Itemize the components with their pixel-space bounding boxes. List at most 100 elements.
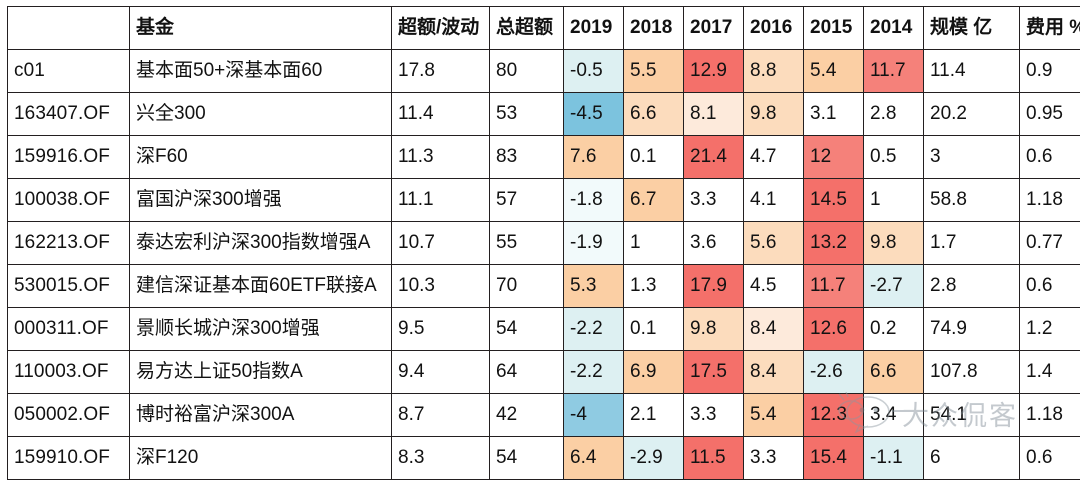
cell-fund-code[interactable]: 050002.OF bbox=[8, 394, 130, 437]
cell-year-2015[interactable]: 5.4 bbox=[804, 50, 864, 93]
cell-excess-volatility[interactable]: 9.4 bbox=[392, 351, 490, 394]
cell-scale[interactable]: 74.9 bbox=[924, 308, 1020, 351]
cell-total-excess[interactable]: 57 bbox=[490, 179, 564, 222]
cell-fund-code[interactable]: 000311.OF bbox=[8, 308, 130, 351]
cell-excess-volatility[interactable]: 10.7 bbox=[392, 222, 490, 265]
cell-year-2019[interactable]: -4.5 bbox=[564, 93, 624, 136]
cell-year-2016[interactable]: 8.4 bbox=[744, 308, 804, 351]
cell-year-2018[interactable]: 0.1 bbox=[624, 136, 684, 179]
cell-fund-code[interactable]: 530015.OF bbox=[8, 265, 130, 308]
cell-excess-volatility[interactable]: 11.1 bbox=[392, 179, 490, 222]
cell-year-2016[interactable]: 8.4 bbox=[744, 351, 804, 394]
cell-total-excess[interactable]: 42 bbox=[490, 394, 564, 437]
cell-year-2014[interactable]: 1 bbox=[864, 179, 924, 222]
cell-year-2016[interactable]: 5.4 bbox=[744, 394, 804, 437]
column-header-y2015[interactable]: 2015 bbox=[804, 7, 864, 50]
cell-year-2019[interactable]: -1.8 bbox=[564, 179, 624, 222]
cell-fund-name[interactable]: 易方达上证50指数A bbox=[130, 351, 392, 394]
cell-fee[interactable]: 0.95 bbox=[1020, 93, 1080, 136]
cell-year-2017[interactable]: 8.1 bbox=[684, 93, 744, 136]
cell-excess-volatility[interactable]: 8.3 bbox=[392, 437, 490, 480]
cell-year-2016[interactable]: 8.8 bbox=[744, 50, 804, 93]
cell-year-2014[interactable]: 2.8 bbox=[864, 93, 924, 136]
cell-year-2019[interactable]: -0.5 bbox=[564, 50, 624, 93]
cell-fee[interactable]: 1.18 bbox=[1020, 179, 1080, 222]
cell-year-2018[interactable]: 1 bbox=[624, 222, 684, 265]
cell-year-2017[interactable]: 12.9 bbox=[684, 50, 744, 93]
cell-year-2014[interactable]: 6.6 bbox=[864, 351, 924, 394]
cell-scale[interactable]: 3 bbox=[924, 136, 1020, 179]
cell-year-2017[interactable]: 11.5 bbox=[684, 437, 744, 480]
cell-year-2018[interactable]: 6.7 bbox=[624, 179, 684, 222]
cell-fee[interactable]: 1.4 bbox=[1020, 351, 1080, 394]
cell-excess-volatility[interactable]: 17.8 bbox=[392, 50, 490, 93]
column-header-y2014[interactable]: 2014 bbox=[864, 7, 924, 50]
column-header-ratio[interactable]: 超额/波动 bbox=[392, 7, 490, 50]
column-header-fee[interactable]: 费用 % bbox=[1020, 7, 1080, 50]
cell-year-2014[interactable]: 3.4 bbox=[864, 394, 924, 437]
cell-fund-name[interactable]: 深F60 bbox=[130, 136, 392, 179]
column-header-y2017[interactable]: 2017 bbox=[684, 7, 744, 50]
cell-fund-name[interactable]: 景顺长城沪深300增强 bbox=[130, 308, 392, 351]
cell-excess-volatility[interactable]: 11.4 bbox=[392, 93, 490, 136]
cell-year-2015[interactable]: 3.1 bbox=[804, 93, 864, 136]
cell-fund-name[interactable]: 富国沪深300增强 bbox=[130, 179, 392, 222]
column-header-total[interactable]: 总超额 bbox=[490, 7, 564, 50]
cell-fee[interactable]: 1.2 bbox=[1020, 308, 1080, 351]
cell-fund-code[interactable]: c01 bbox=[8, 50, 130, 93]
cell-year-2017[interactable]: 9.8 bbox=[684, 308, 744, 351]
cell-year-2016[interactable]: 5.6 bbox=[744, 222, 804, 265]
cell-fund-code[interactable]: 159910.OF bbox=[8, 437, 130, 480]
cell-year-2017[interactable]: 3.6 bbox=[684, 222, 744, 265]
cell-year-2019[interactable]: -4 bbox=[564, 394, 624, 437]
cell-year-2014[interactable]: 0.2 bbox=[864, 308, 924, 351]
cell-year-2016[interactable]: 4.7 bbox=[744, 136, 804, 179]
cell-fund-name[interactable]: 博时裕富沪深300A bbox=[130, 394, 392, 437]
cell-scale[interactable]: 58.8 bbox=[924, 179, 1020, 222]
cell-fund-code[interactable]: 162213.OF bbox=[8, 222, 130, 265]
cell-year-2014[interactable]: 0.5 bbox=[864, 136, 924, 179]
cell-year-2019[interactable]: -2.2 bbox=[564, 308, 624, 351]
cell-year-2014[interactable]: -2.7 bbox=[864, 265, 924, 308]
cell-scale[interactable]: 6 bbox=[924, 437, 1020, 480]
cell-year-2015[interactable]: 12.6 bbox=[804, 308, 864, 351]
cell-total-excess[interactable]: 55 bbox=[490, 222, 564, 265]
cell-year-2018[interactable]: 0.1 bbox=[624, 308, 684, 351]
cell-year-2015[interactable]: 12.3 bbox=[804, 394, 864, 437]
cell-year-2017[interactable]: 17.5 bbox=[684, 351, 744, 394]
cell-excess-volatility[interactable]: 9.5 bbox=[392, 308, 490, 351]
cell-scale[interactable]: 11.4 bbox=[924, 50, 1020, 93]
cell-year-2014[interactable]: 11.7 bbox=[864, 50, 924, 93]
column-header-y2016[interactable]: 2016 bbox=[744, 7, 804, 50]
cell-year-2018[interactable]: -2.9 bbox=[624, 437, 684, 480]
cell-total-excess[interactable]: 80 bbox=[490, 50, 564, 93]
cell-scale[interactable]: 107.8 bbox=[924, 351, 1020, 394]
cell-total-excess[interactable]: 70 bbox=[490, 265, 564, 308]
cell-year-2019[interactable]: -1.9 bbox=[564, 222, 624, 265]
cell-year-2019[interactable]: 7.6 bbox=[564, 136, 624, 179]
cell-year-2017[interactable]: 3.3 bbox=[684, 179, 744, 222]
cell-fund-code[interactable]: 100038.OF bbox=[8, 179, 130, 222]
cell-year-2016[interactable]: 4.5 bbox=[744, 265, 804, 308]
column-header-size[interactable]: 规模 亿 bbox=[924, 7, 1020, 50]
cell-fund-name[interactable]: 建信深证基本面60ETF联接A bbox=[130, 265, 392, 308]
cell-year-2015[interactable]: 11.7 bbox=[804, 265, 864, 308]
cell-year-2015[interactable]: 13.2 bbox=[804, 222, 864, 265]
cell-year-2016[interactable]: 3.3 bbox=[744, 437, 804, 480]
column-header-code[interactable] bbox=[8, 7, 130, 50]
cell-total-excess[interactable]: 53 bbox=[490, 93, 564, 136]
column-header-name[interactable]: 基金 bbox=[130, 7, 392, 50]
cell-fund-name[interactable]: 基本面50+深基本面60 bbox=[130, 50, 392, 93]
cell-year-2016[interactable]: 4.1 bbox=[744, 179, 804, 222]
column-header-y2019[interactable]: 2019 bbox=[564, 7, 624, 50]
cell-excess-volatility[interactable]: 10.3 bbox=[392, 265, 490, 308]
cell-fee[interactable]: 0.6 bbox=[1020, 136, 1080, 179]
cell-fee[interactable]: 0.77 bbox=[1020, 222, 1080, 265]
cell-fee[interactable]: 0.9 bbox=[1020, 50, 1080, 93]
